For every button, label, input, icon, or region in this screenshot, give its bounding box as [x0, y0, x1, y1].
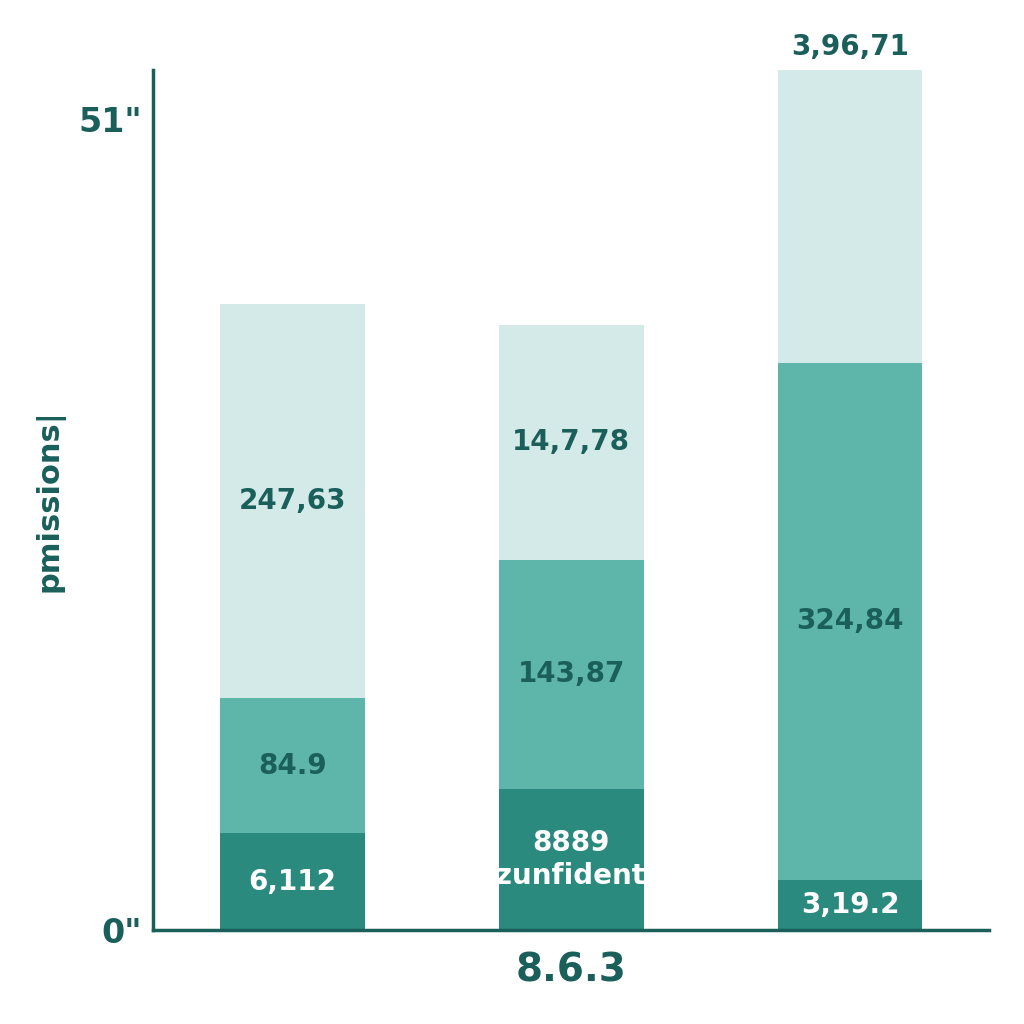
Bar: [777, 880, 923, 931]
Bar: [220, 698, 366, 834]
Text: 84.9: 84.9: [258, 752, 327, 779]
Text: 324,84: 324,84: [797, 607, 904, 635]
Text: 3,19.2: 3,19.2: [801, 891, 899, 919]
Bar: [499, 325, 644, 560]
Bar: [220, 834, 366, 931]
Text: 143,87: 143,87: [517, 660, 625, 688]
Bar: [499, 560, 644, 788]
Text: 6,112: 6,112: [249, 867, 337, 896]
Text: 3,96,71: 3,96,71: [791, 33, 909, 60]
Bar: [777, 0, 923, 362]
Bar: [499, 788, 644, 931]
Y-axis label: pmissions|: pmissions|: [35, 409, 65, 592]
Text: 247,63: 247,63: [239, 486, 346, 515]
Text: 14,7,78: 14,7,78: [512, 428, 631, 457]
Bar: [777, 362, 923, 880]
Bar: [220, 304, 366, 698]
X-axis label: 8.6.3: 8.6.3: [516, 951, 627, 989]
Text: 8889
(zunfident): 8889 (zunfident): [484, 829, 658, 890]
